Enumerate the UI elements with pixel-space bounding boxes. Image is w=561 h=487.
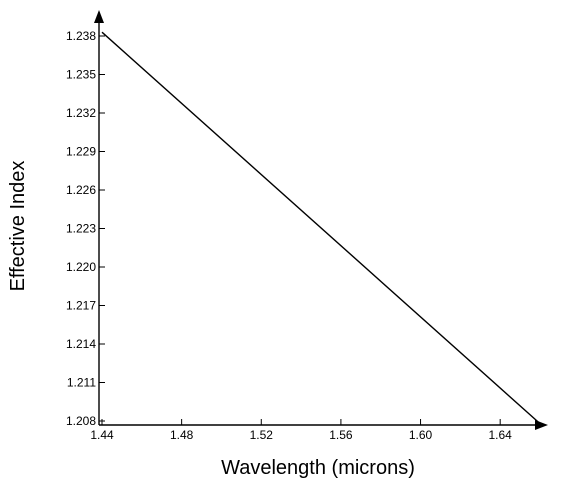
y-tick-label: 1.211 xyxy=(67,376,96,390)
y-tick-label: 1.208 xyxy=(66,414,96,428)
y-axis-ticks: 1.208 1.211 1.214 1.217 1.220 1.223 1.226 1.229… xyxy=(66,29,105,428)
y-tick-label: 1.229 xyxy=(66,145,96,159)
y-axis-title: Effective Index xyxy=(7,161,29,292)
x-tick-label: 1.64 xyxy=(489,428,513,442)
x-tick-label: 1.48 xyxy=(170,428,194,442)
y-tick-label: 1.238 xyxy=(66,29,96,43)
series-line-0 xyxy=(101,31,541,425)
series-layer xyxy=(101,31,541,425)
y-tick-label: 1.217 xyxy=(66,299,96,313)
x-tick-label: 1.60 xyxy=(409,428,433,442)
y-tick-label: 1.226 xyxy=(66,183,96,197)
axes xyxy=(94,10,548,430)
x-axis-title: Wavelength (microns) xyxy=(221,457,415,479)
x-tick-label: 1.44 xyxy=(90,428,114,442)
y-tick-label: 1.235 xyxy=(66,68,96,82)
y-tick-label: 1.223 xyxy=(66,222,96,236)
x-tick-label: 1.52 xyxy=(250,428,274,442)
y-tick-label: 1.214 xyxy=(66,337,96,351)
y-tick-label: 1.232 xyxy=(66,106,96,120)
y-axis-arrowhead xyxy=(94,10,104,23)
y-tick-label: 1.220 xyxy=(66,260,96,274)
x-tick-label: 1.56 xyxy=(329,428,353,442)
x-axis-ticks: 1.44 1.48 1.52 1.56 1.60 1.64 xyxy=(90,419,512,442)
